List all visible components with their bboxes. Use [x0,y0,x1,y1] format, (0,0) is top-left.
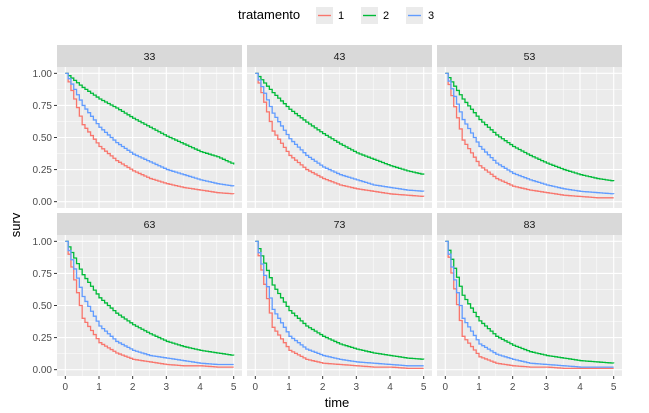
series-line-1 [255,240,424,370]
x-tick-label: 5 [611,382,617,393]
x-tick-label: 1 [96,382,102,393]
series-line-3 [65,240,234,366]
legend-key-1 [316,7,333,24]
series-line-2 [255,72,425,175]
y-tick-label: 0.50 [33,133,53,144]
facet-panel-33: 33 0.00 0.25 0.50 0.75 1.00 [33,45,242,208]
x-tick-label: 4 [577,382,583,393]
series-line-3 [445,72,615,195]
y-tick-label: 0.75 [33,101,53,112]
x-tick-label: 5 [231,382,237,393]
y-tick-label: 0.25 [33,333,53,344]
x-tick-label: 0 [443,382,449,393]
facet-strip [247,213,432,235]
series-line-1 [255,72,425,197]
legend-key-3 [406,7,423,24]
series-line-3 [255,72,425,192]
legend-label-1: 1 [338,10,344,22]
x-tick-label: 2 [320,382,326,393]
facet-strip-label: 73 [334,219,346,231]
facet-panel-83: 83 0 1 2 3 4 5 [437,213,622,393]
x-tick-label: 3 [354,382,360,393]
y-tick-label: 0.75 [33,269,53,280]
y-tick-label: 0.00 [33,365,53,376]
x-axis-title: time [325,395,350,410]
series-line-2 [445,240,615,364]
series-line-2 [255,240,425,360]
facet-strip-label: 83 [524,219,536,231]
facet-strip [57,45,242,67]
facet-strip [57,213,242,235]
x-tick-label: 4 [197,382,203,393]
x-tick-label: 0 [253,382,259,393]
y-tick-label: 1.00 [33,237,53,248]
series-line-1 [65,240,234,368]
series-line-2 [65,72,235,165]
facet-strip [247,45,432,67]
series-line-1 [445,240,614,370]
series-line-3 [255,240,424,367]
facet-strip-label: 53 [524,51,536,63]
x-tick-label: 2 [510,382,516,393]
facet-panel-73: 73 0 1 2 3 4 5 [247,213,432,393]
facet-strip-label: 43 [334,51,346,63]
series-line-3 [445,240,614,368]
x-tick-label: 2 [130,382,136,393]
series-line-3 [65,72,235,187]
x-tick-label: 3 [164,382,170,393]
legend-label-2: 2 [383,10,389,22]
facet-strip [437,213,622,235]
facet-panel-63: 63 0 1 2 3 4 5 0.00 0.25 0.50 0.75 1.00 [33,213,242,393]
facet-strip-label: 63 [144,219,156,231]
y-tick-label: 0.50 [33,301,53,312]
legend-label-3: 3 [428,10,434,22]
legend: tratamento 1 2 3 [238,7,434,24]
series-line-2 [65,240,235,356]
y-tick-label: 0.25 [33,165,53,176]
x-tick-label: 4 [387,382,393,393]
legend-title: tratamento [238,7,300,22]
x-tick-label: 5 [421,382,427,393]
facet-strip [437,45,622,67]
series-line-2 [445,72,615,182]
y-tick-label: 0.00 [33,197,53,208]
y-axis-title: surv [8,212,23,237]
x-tick-label: 0 [63,382,69,393]
series-line-1 [65,72,235,195]
legend-key-2 [361,7,378,24]
series-line-1 [445,72,614,199]
x-tick-label: 1 [286,382,292,393]
facet-strip-label: 33 [144,51,156,63]
x-tick-label: 3 [544,382,550,393]
facet-panel-43: 43 [247,45,432,208]
facet-panel-53: 53 [437,45,622,208]
y-tick-label: 1.00 [33,69,53,80]
x-tick-label: 1 [476,382,482,393]
